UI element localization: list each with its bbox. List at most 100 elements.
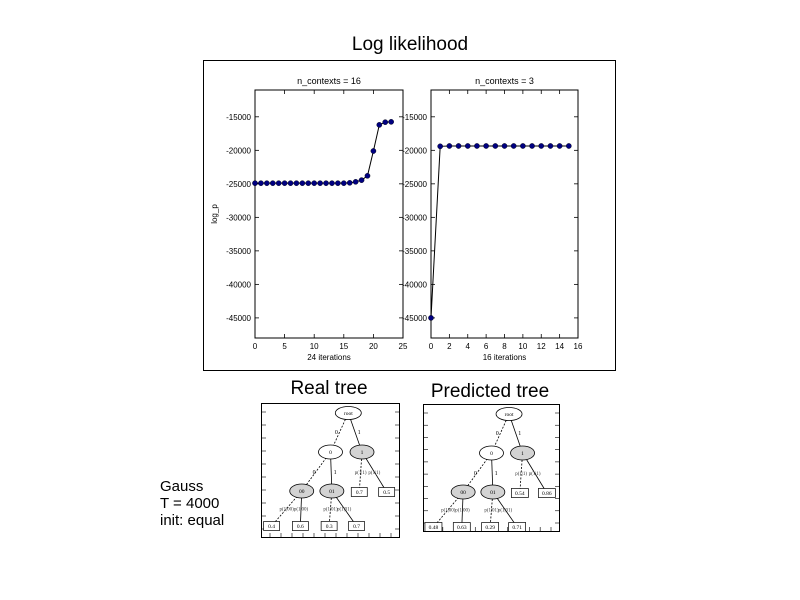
y-tick-label: -20000 <box>402 146 427 155</box>
data-point <box>370 148 377 154</box>
tree-internal-node <box>289 483 315 499</box>
x-tick-label: 2 <box>447 342 452 351</box>
figure-frame <box>203 60 616 371</box>
tree-leaf-prob: 0.48 <box>429 525 439 531</box>
x-tick-label: 10 <box>310 342 319 351</box>
data-point <box>455 143 462 149</box>
x-tick-label: 0 <box>429 342 434 351</box>
y-tick-label: -25000 <box>402 180 427 189</box>
x-tick-label: 20 <box>369 342 378 351</box>
data-point <box>317 180 323 186</box>
x-tick-label: 8 <box>502 342 507 351</box>
tree-internal-node <box>319 483 345 499</box>
tree-diagram: 0 10 1 p(1|1) p(1|1)p(1|00) p(1|00) p(1|01) p(1… <box>424 407 559 531</box>
data-point <box>464 143 471 149</box>
tree-leaf-prob: 0.63 <box>457 525 467 531</box>
x-tick-label: 16 <box>574 342 583 351</box>
tree-leaf-edge-label: p(1|1) <box>515 472 527 477</box>
data-point <box>258 180 264 186</box>
figure-title: Log likelihood <box>351 34 469 55</box>
tree-node-label: 0 <box>329 450 332 456</box>
tree-edge-label: 1 <box>495 471 498 477</box>
y-tick-label: -20000 <box>226 146 251 155</box>
data-point <box>556 143 563 149</box>
tree-root-node <box>334 406 362 420</box>
y-tick-label: -15000 <box>226 113 251 122</box>
tree-node-label: 0 <box>490 451 493 457</box>
tree-node-label: 01 <box>490 490 496 496</box>
series-line <box>255 121 392 184</box>
y-tick-label: -30000 <box>402 213 427 222</box>
series-line <box>430 145 569 318</box>
data-point <box>529 143 535 149</box>
x-tick-label: 4 <box>466 342 471 351</box>
y-tick-label: -15000 <box>402 113 427 122</box>
tree-root-label: root <box>505 412 514 418</box>
tree-leaf-edge-label: p(1|1) <box>529 472 541 477</box>
tree-edge <box>358 451 363 493</box>
tree-edge <box>489 491 494 528</box>
tree-leaf-prob: 0.6 <box>297 524 304 530</box>
data-point <box>275 180 282 186</box>
data-point <box>474 143 480 149</box>
data-point <box>388 119 394 125</box>
data-point <box>293 180 300 186</box>
tree-edge-label: 0 <box>335 430 338 436</box>
x-tick-label: 6 <box>484 342 489 351</box>
data-point <box>547 143 554 149</box>
tree-leaf <box>263 521 280 531</box>
data-point <box>376 122 383 128</box>
tree-leaf-edge-label: p(1|00) <box>455 509 470 514</box>
data-point <box>437 143 443 150</box>
tree-leaf-prob: 0.86 <box>542 491 552 497</box>
real-tree-title: Real tree <box>290 378 368 399</box>
info-init: init: equal <box>160 512 225 529</box>
tree-leaf <box>424 522 443 531</box>
tree-leaf-prob: 0.7 <box>356 490 363 496</box>
x-tick-label: 5 <box>282 342 287 351</box>
tree-leaf-edge-label: p(1|00) <box>279 508 294 513</box>
info-t: T = 4000 <box>160 495 220 512</box>
plot-area <box>430 89 579 339</box>
tree-diagram: 0 10 1 p(1|1) p(1|1)p(1|00) p(1|00) p(1|01) p(1… <box>262 406 399 537</box>
tree-node-label: 1 <box>361 450 364 456</box>
tree-leaf-edge-label: p(1|1) <box>355 471 367 476</box>
data-point <box>281 180 288 186</box>
tree-edge-label: 0 <box>313 470 316 476</box>
experiment-info: Gauss T = 4000 init: equal <box>160 478 224 529</box>
data-point <box>335 180 341 186</box>
data-point <box>269 180 276 186</box>
tree-leaf <box>292 521 309 531</box>
tree-leaf-edge-label: p(1|1) <box>368 471 380 476</box>
predicted-tree-title: Predicted tree <box>430 381 550 402</box>
tree-leaf-prob: 0.3 <box>326 524 333 530</box>
tree-leaf <box>350 487 368 497</box>
data-point <box>264 180 270 186</box>
x-tick-label: 15 <box>339 342 348 351</box>
tree-leaf <box>320 521 338 531</box>
tree-edge-label: 0 <box>474 471 477 477</box>
tree-leaf-prob: 0.54 <box>515 491 525 497</box>
tree-node-label: 01 <box>329 489 335 495</box>
real-tree-panel: 0 1 0 1 p(1|1) p(1|1) p(1|00) p(1|00) p(1|01) p(1… <box>261 403 400 538</box>
data-point <box>520 143 526 149</box>
data-point <box>483 143 489 149</box>
y-tick-label: -40000 <box>402 280 427 289</box>
data-point <box>501 143 508 149</box>
data-point <box>510 143 517 149</box>
chart-title: n_contexts = 3 <box>475 76 534 86</box>
tree-internal-node <box>349 444 375 460</box>
data-point <box>323 180 329 186</box>
tree-leaf-prob: 0.71 <box>512 525 522 531</box>
data-point <box>358 177 365 183</box>
tree-leaf <box>510 488 529 498</box>
y-tick-label: -25000 <box>226 180 251 189</box>
chart-2: n_contexts = 3 0 2 4 6 8 10 12 14 16 -15000 -20000 -… <box>402 76 583 362</box>
info-distribution: Gauss <box>160 478 204 495</box>
tree-leaf-prob: 0.7 <box>353 524 360 530</box>
y-axis-label: log_p <box>210 204 219 224</box>
tree-node-label: 00 <box>299 489 305 495</box>
y-tick-label: -40000 <box>226 280 251 289</box>
x-tick-label: 14 <box>555 342 564 351</box>
